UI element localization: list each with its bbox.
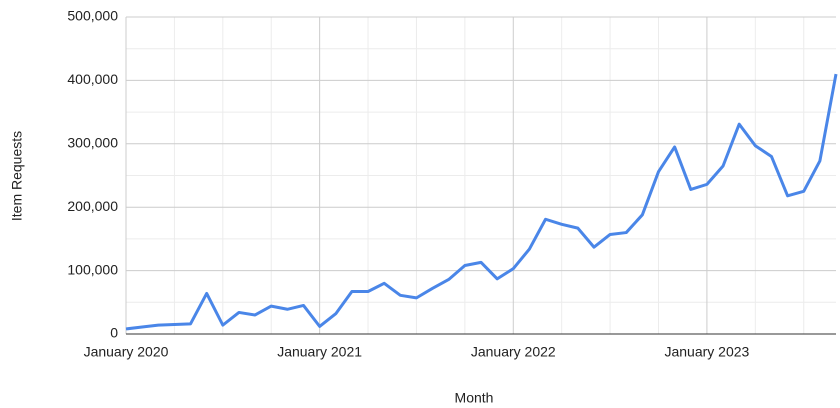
y-tick-label: 300,000 [67, 135, 118, 151]
x-tick-label: January 2022 [471, 344, 556, 360]
x-axis-title: Month [455, 390, 494, 406]
x-tick-label: January 2020 [84, 344, 169, 360]
y-axis-title: Item Requests [9, 131, 25, 221]
data-line [125, 73, 838, 331]
x-tick-label: January 2021 [277, 344, 362, 360]
y-tick-label: 500,000 [67, 8, 118, 24]
y-tick-label: 400,000 [67, 71, 118, 87]
y-tick-label: 0 [110, 325, 118, 341]
y-tick-label: 100,000 [67, 261, 118, 277]
y-tick-label: 200,000 [67, 198, 118, 214]
x-tick-label: January 2023 [664, 344, 749, 360]
